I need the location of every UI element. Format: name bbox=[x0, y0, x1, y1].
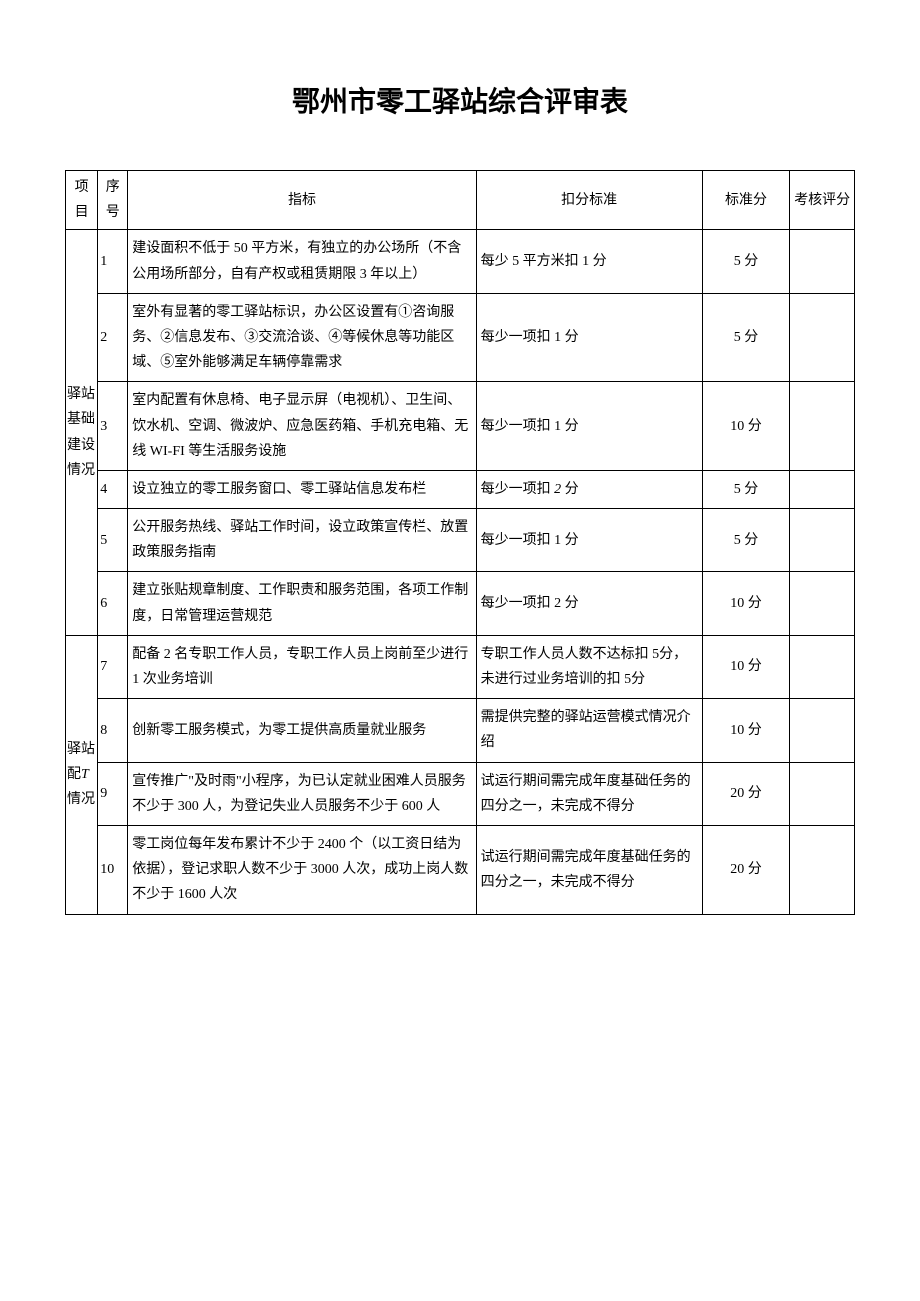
deduct-cell: 每少一项扣 1 分 bbox=[476, 382, 702, 471]
header-deduct: 扣分标准 bbox=[476, 171, 702, 230]
eval-cell bbox=[790, 635, 855, 698]
header-eval: 考核评分 bbox=[790, 171, 855, 230]
eval-cell bbox=[790, 470, 855, 508]
score-cell: 10 分 bbox=[702, 635, 790, 698]
seq-cell: 1 bbox=[98, 230, 128, 293]
table-row: 5 公开服务热线、驿站工作时间，设立政策宣传栏、放置政策服务指南 每少一项扣 1… bbox=[66, 509, 855, 572]
table-row: 4 设立独立的零工服务窗口、零工驿站信息发布栏 每少一项扣 2 分 5 分 bbox=[66, 470, 855, 508]
table-row: 驿站配T 情况 7 配备 2 名专职工作人员，专职工作人员上岗前至少进行 1 次… bbox=[66, 635, 855, 698]
eval-cell bbox=[790, 382, 855, 471]
indicator-cell: 建立张贴规章制度、工作职责和服务范围，各项工作制度，日常管理运营规范 bbox=[128, 572, 476, 635]
score-cell: 5 分 bbox=[702, 509, 790, 572]
category-cell: 驿站基础建设情况 bbox=[66, 230, 98, 635]
eval-cell bbox=[790, 572, 855, 635]
score-cell: 10 分 bbox=[702, 572, 790, 635]
indicator-cell: 建设面积不低于 50 平方米，有独立的办公场所（不含公用场所部分，自有产权或租赁… bbox=[128, 230, 476, 293]
seq-cell: 10 bbox=[98, 825, 128, 914]
indicator-cell: 创新零工服务模式，为零工提供高质量就业服务 bbox=[128, 699, 476, 762]
score-cell: 5 分 bbox=[702, 230, 790, 293]
indicator-cell: 室内配置有休息椅、电子显示屏（电视机）、卫生间、饮水机、空调、微波炉、应急医药箱… bbox=[128, 382, 476, 471]
seq-cell: 2 bbox=[98, 293, 128, 382]
deduct-cell: 试运行期间需完成年度基础任务的四分之一，未完成不得分 bbox=[476, 762, 702, 825]
seq-cell: 4 bbox=[98, 470, 128, 508]
deduct-cell: 每少 5 平方米扣 1 分 bbox=[476, 230, 702, 293]
header-score: 标准分 bbox=[702, 171, 790, 230]
deduct-cell: 试运行期间需完成年度基础任务的四分之一，未完成不得分 bbox=[476, 825, 702, 914]
score-cell: 5 分 bbox=[702, 293, 790, 382]
deduct-cell: 每少一项扣 1 分 bbox=[476, 293, 702, 382]
table-header-row: 项目 序号 指标 扣分标准 标准分 考核评分 bbox=[66, 171, 855, 230]
score-cell: 20 分 bbox=[702, 762, 790, 825]
indicator-cell: 设立独立的零工服务窗口、零工驿站信息发布栏 bbox=[128, 470, 476, 508]
score-cell: 20 分 bbox=[702, 825, 790, 914]
table-row: 10 零工岗位每年发布累计不少于 2400 个（以工资日结为依据），登记求职人数… bbox=[66, 825, 855, 914]
score-cell: 5 分 bbox=[702, 470, 790, 508]
table-row: 驿站基础建设情况 1 建设面积不低于 50 平方米，有独立的办公场所（不含公用场… bbox=[66, 230, 855, 293]
category-cell: 驿站配T 情况 bbox=[66, 635, 98, 914]
table-row: 6 建立张贴规章制度、工作职责和服务范围，各项工作制度，日常管理运营规范 每少一… bbox=[66, 572, 855, 635]
page-title: 鄂州市零工驿站综合评审表 bbox=[65, 80, 855, 120]
eval-cell bbox=[790, 509, 855, 572]
seq-cell: 7 bbox=[98, 635, 128, 698]
table-row: 2 室外有显著的零工驿站标识，办公区设置有①咨询服务、②信息发布、③交流洽谈、④… bbox=[66, 293, 855, 382]
deduct-cell: 每少一项扣 1 分 bbox=[476, 509, 702, 572]
header-category: 项目 bbox=[66, 171, 98, 230]
header-seq: 序号 bbox=[98, 171, 128, 230]
evaluation-table: 项目 序号 指标 扣分标准 标准分 考核评分 驿站基础建设情况 1 建设面积不低… bbox=[65, 170, 855, 915]
eval-cell bbox=[790, 293, 855, 382]
score-cell: 10 分 bbox=[702, 382, 790, 471]
indicator-cell: 配备 2 名专职工作人员，专职工作人员上岗前至少进行 1 次业务培训 bbox=[128, 635, 476, 698]
table-row: 9 宣传推广"及时雨"小程序，为已认定就业困难人员服务不少于 300 人，为登记… bbox=[66, 762, 855, 825]
table-row: 3 室内配置有休息椅、电子显示屏（电视机）、卫生间、饮水机、空调、微波炉、应急医… bbox=[66, 382, 855, 471]
table-row: 8 创新零工服务模式，为零工提供高质量就业服务 需提供完整的驿站运营模式情况介绍… bbox=[66, 699, 855, 762]
indicator-cell: 宣传推广"及时雨"小程序，为已认定就业困难人员服务不少于 300 人，为登记失业… bbox=[128, 762, 476, 825]
header-indicator: 指标 bbox=[128, 171, 476, 230]
indicator-cell: 室外有显著的零工驿站标识，办公区设置有①咨询服务、②信息发布、③交流洽谈、④等候… bbox=[128, 293, 476, 382]
eval-cell bbox=[790, 230, 855, 293]
seq-cell: 8 bbox=[98, 699, 128, 762]
indicator-cell: 零工岗位每年发布累计不少于 2400 个（以工资日结为依据），登记求职人数不少于… bbox=[128, 825, 476, 914]
indicator-cell: 公开服务热线、驿站工作时间，设立政策宣传栏、放置政策服务指南 bbox=[128, 509, 476, 572]
deduct-cell: 每少一项扣 2 分 bbox=[476, 572, 702, 635]
eval-cell bbox=[790, 825, 855, 914]
deduct-cell: 专职工作人员人数不达标扣 5分，未进行过业务培训的扣 5分 bbox=[476, 635, 702, 698]
deduct-cell: 需提供完整的驿站运营模式情况介绍 bbox=[476, 699, 702, 762]
seq-cell: 5 bbox=[98, 509, 128, 572]
seq-cell: 6 bbox=[98, 572, 128, 635]
seq-cell: 9 bbox=[98, 762, 128, 825]
score-cell: 10 分 bbox=[702, 699, 790, 762]
eval-cell bbox=[790, 762, 855, 825]
eval-cell bbox=[790, 699, 855, 762]
deduct-cell: 每少一项扣 2 分 bbox=[476, 470, 702, 508]
seq-cell: 3 bbox=[98, 382, 128, 471]
